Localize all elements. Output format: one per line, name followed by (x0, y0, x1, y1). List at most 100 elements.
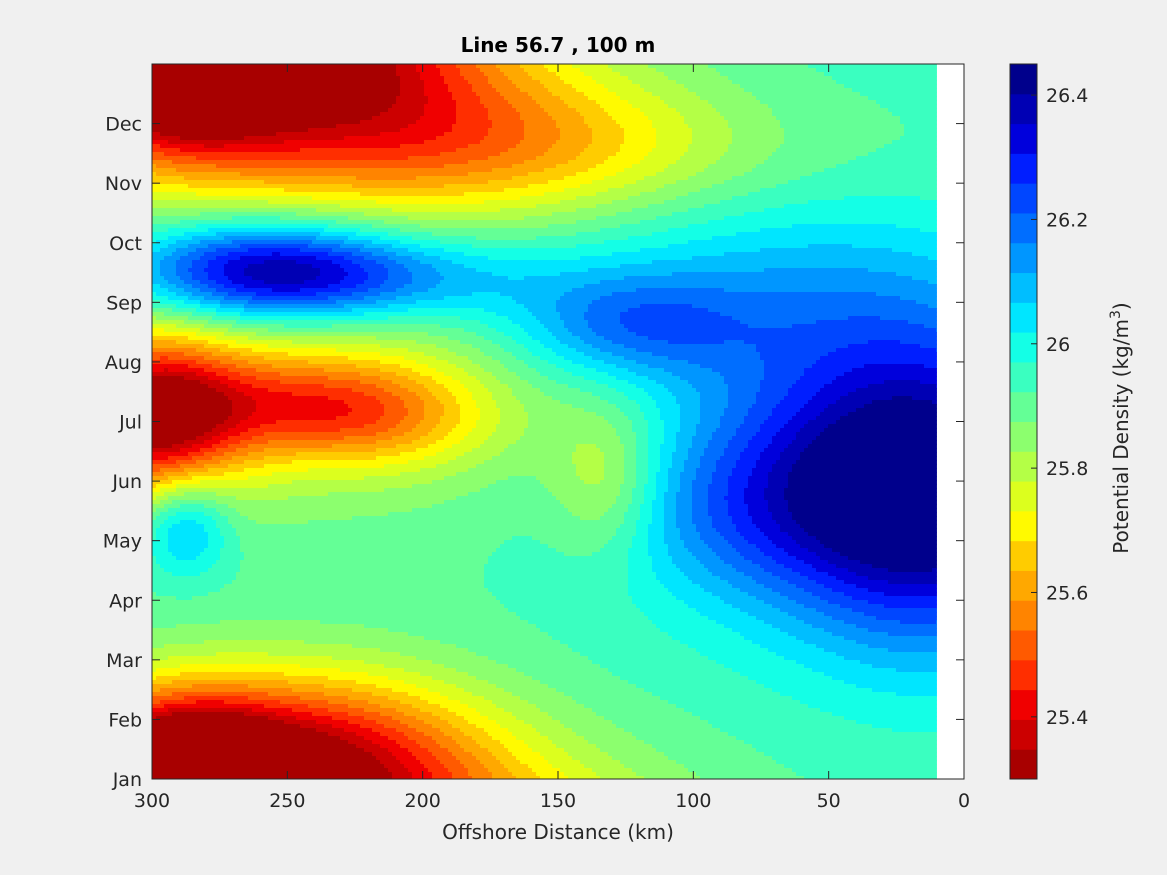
contour-cell (636, 360, 689, 365)
contour-cell (268, 716, 297, 721)
contour-cell (796, 380, 833, 385)
contour-cell (568, 160, 605, 165)
contour-cell (724, 340, 745, 345)
contour-cell (192, 260, 209, 265)
contour-cell (460, 760, 481, 765)
contour-cell (216, 560, 241, 565)
contour-cell (360, 380, 393, 385)
contour-cell (772, 108, 889, 113)
contour-cell (824, 168, 937, 173)
contour-cell (648, 428, 665, 433)
contour-cell (716, 68, 817, 73)
contour-cell (464, 368, 485, 373)
contour-cell (688, 208, 765, 213)
contour-cell (152, 532, 157, 537)
contour-cell (528, 308, 557, 313)
contour-cell (152, 608, 509, 613)
contour-cell (848, 568, 889, 573)
contour-cell (376, 432, 405, 437)
contour-cell (484, 580, 629, 585)
y-tick-label: May (103, 531, 142, 553)
contour-cell (732, 520, 753, 525)
contour-cell (720, 112, 773, 117)
contour-cell (360, 372, 397, 377)
contour-cell (636, 456, 649, 461)
contour-cell (648, 536, 665, 541)
contour-cell (648, 544, 669, 549)
contour-cell (628, 396, 653, 401)
contour-cell (644, 776, 701, 779)
contour-cell (240, 548, 497, 553)
contour-cell (152, 576, 237, 581)
contour-cell (156, 536, 169, 541)
contour-cell (624, 128, 657, 133)
contour-cell (796, 556, 821, 561)
contour-cell (652, 568, 681, 573)
contour-cell (480, 444, 509, 449)
contour-cell (680, 428, 697, 433)
contour-cell (524, 404, 573, 409)
contour-cell (820, 556, 849, 561)
contour-cell (524, 672, 613, 677)
contour-cell (268, 328, 465, 333)
contour-cell (684, 116, 725, 121)
contour-cell (356, 176, 417, 181)
contour-cell (540, 540, 609, 545)
contour-cell (700, 464, 717, 469)
contour-cell (204, 252, 229, 257)
contour-cell (432, 504, 565, 509)
contour-cell (492, 700, 529, 705)
contour-cell (220, 432, 241, 437)
contour-cell (532, 536, 613, 541)
contour-cell (664, 584, 701, 589)
contour-cell (392, 688, 429, 693)
contour-cell (800, 700, 937, 705)
contour-cell (152, 424, 217, 429)
contour-cell (548, 632, 669, 637)
contour-cell (840, 604, 885, 609)
contour-cell (160, 468, 185, 473)
colorbar-tick-label: 25.8 (1046, 458, 1088, 480)
contour-cell (484, 72, 505, 77)
contour-cell (356, 364, 401, 369)
contour-cell (684, 764, 785, 769)
contour-cell (648, 616, 709, 621)
contour-cell (152, 688, 161, 693)
contour-cell (640, 84, 685, 89)
contour-cell (240, 244, 309, 249)
contour-cell (468, 672, 525, 677)
contour-cell (288, 352, 381, 357)
contour-cell (296, 452, 401, 457)
contour-cell (520, 116, 553, 121)
contour-cell (464, 732, 489, 737)
contour-cell (380, 744, 401, 749)
contour-cell (696, 648, 769, 653)
contour-cell (500, 68, 525, 73)
contour-cell (152, 280, 169, 285)
contour-cell (640, 160, 677, 165)
contour-cell (296, 212, 365, 217)
contour-cell (656, 68, 717, 73)
contour-cell (748, 476, 769, 481)
contour-cell (364, 312, 497, 317)
contour-cell (476, 236, 537, 241)
contour-cell (364, 660, 433, 665)
contour-cell (368, 276, 389, 281)
contour-cell (624, 356, 669, 361)
contour-cell (548, 736, 585, 741)
contour-cell (152, 456, 169, 461)
contour-cell (152, 760, 381, 765)
contour-cell (592, 356, 625, 361)
contour-cell (636, 480, 649, 485)
contour-cell (808, 548, 833, 553)
contour-cell (528, 412, 597, 417)
contour-cell (404, 264, 433, 269)
contour-cell (300, 148, 457, 153)
contour-cell (936, 348, 937, 353)
contour-cell (176, 284, 193, 289)
contour-cell (240, 316, 389, 321)
contour-cell (636, 444, 649, 449)
contour-cell (236, 528, 617, 533)
contour-cell (824, 672, 937, 677)
contour-cell (612, 424, 633, 429)
